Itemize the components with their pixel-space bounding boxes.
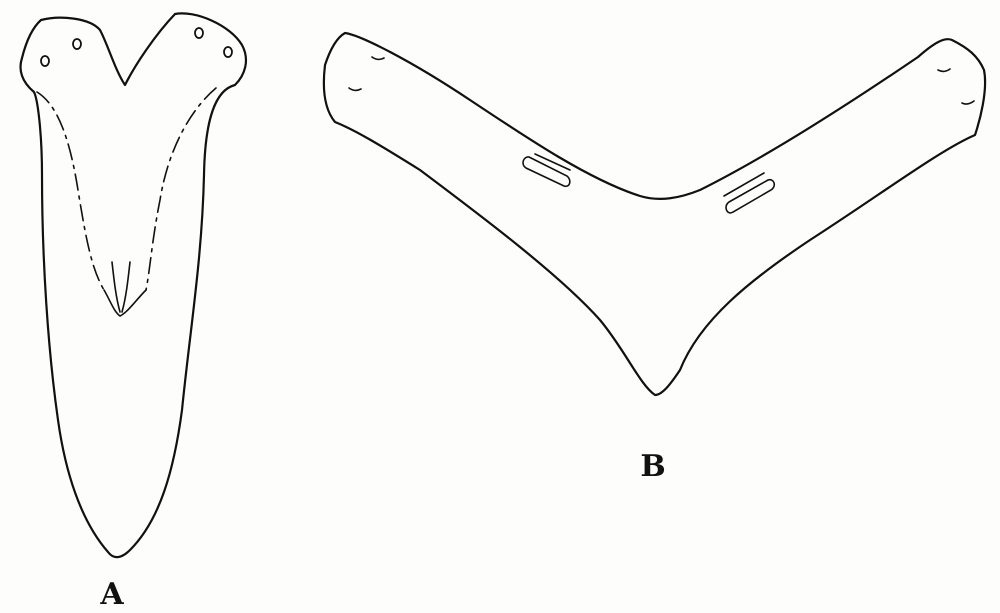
figure-a-inner-right-curve bbox=[145, 87, 217, 291]
figure-a-inner-left-curve bbox=[36, 91, 105, 291]
figure-b-outline bbox=[322, 31, 987, 397]
figure-b-right-tip-mark-1 bbox=[937, 68, 951, 73]
figure-a-center-groove-right bbox=[121, 261, 131, 313]
figure-a-center-groove-left bbox=[111, 261, 121, 313]
figure-a-inner-tip bbox=[103, 289, 147, 317]
label-b: B bbox=[640, 449, 665, 484]
figure-a-hole-4 bbox=[223, 46, 233, 58]
figure-a bbox=[19, 12, 248, 559]
figure-b-left-tip-mark-1 bbox=[371, 56, 385, 61]
figure-b-right-tip-mark-2 bbox=[961, 100, 975, 105]
figure-a-hole-3 bbox=[194, 27, 204, 39]
figure-a-hole-1 bbox=[40, 55, 50, 67]
figure-b bbox=[322, 31, 987, 397]
label-a: A bbox=[99, 577, 124, 612]
figure-b-right-slot bbox=[723, 172, 776, 214]
figure-b-left-tip-mark-2 bbox=[348, 87, 362, 92]
figure-a-outline bbox=[19, 12, 248, 559]
figure-b-left-slot bbox=[522, 153, 571, 188]
figure-a-hole-2 bbox=[72, 38, 82, 50]
